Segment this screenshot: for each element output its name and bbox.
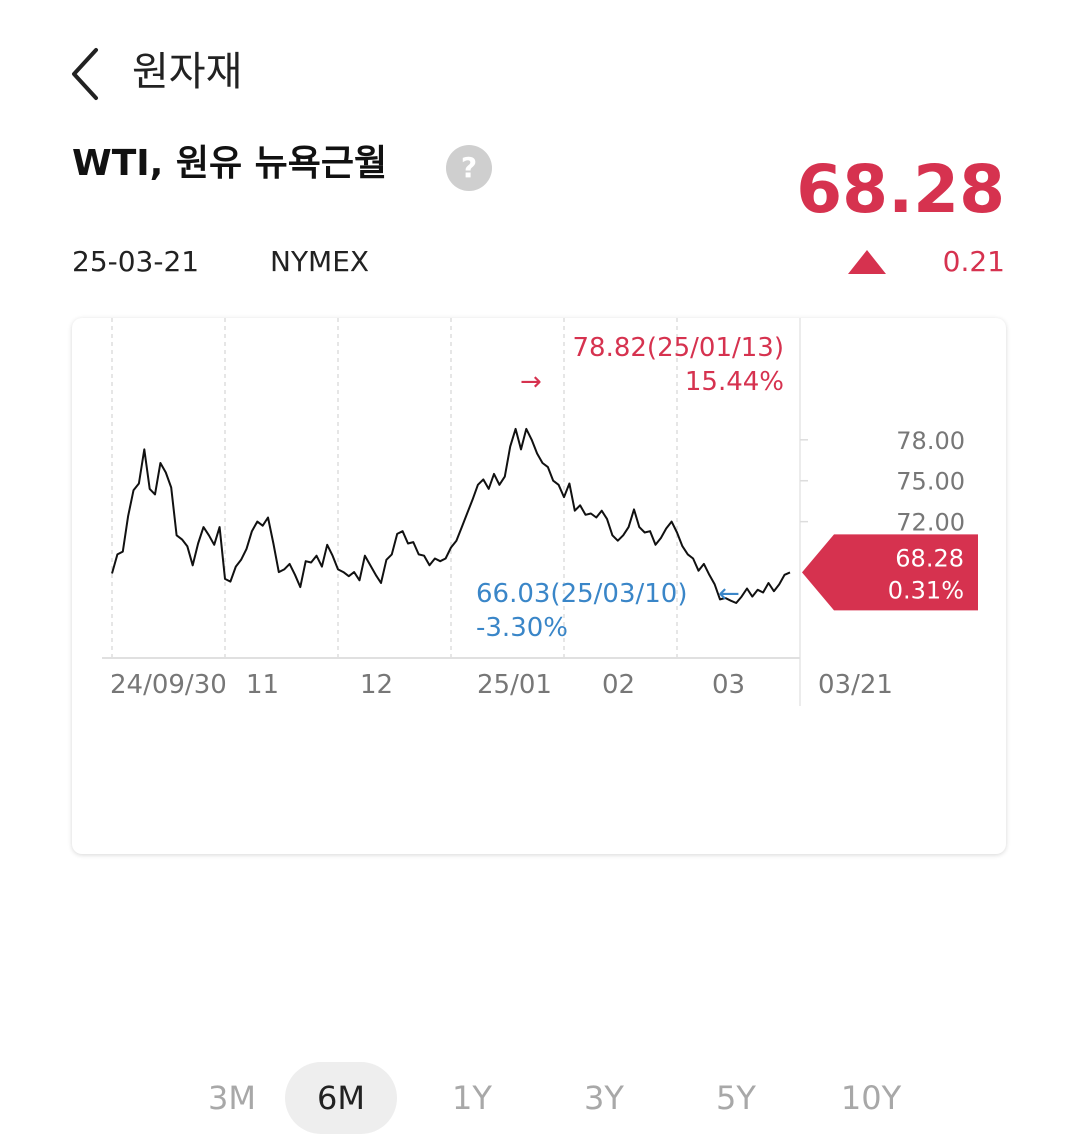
period-3m-button[interactable]: 3M	[208, 1079, 256, 1117]
period-6m-button[interactable]: 6M	[285, 1062, 397, 1134]
price-line	[111, 427, 791, 604]
chart-card: 78.00 75.00 72.00 24/09/30 11 12 25/01 02 03 03/2…	[72, 318, 1006, 1134]
x-tick-label: 12	[360, 670, 393, 700]
period-5y-button[interactable]: 5Y	[716, 1079, 756, 1117]
low-arrow-icon: ←	[718, 579, 740, 609]
y-tick-label: 75.00	[896, 468, 965, 496]
y-tick-label: 78.00	[896, 427, 965, 455]
quote-date: 25-03-21	[72, 245, 200, 278]
back-chevron-icon[interactable]	[62, 44, 110, 104]
current-price: 68.28	[796, 151, 1005, 228]
low-pct-label: -3.30%	[476, 613, 568, 643]
instrument-name: WTI, 원유 뉴욕근월	[72, 143, 388, 184]
current-price-tag	[802, 534, 978, 611]
x-tick-label: 03/21	[818, 670, 893, 700]
low-value-label: 66.03(25/03/10)	[476, 579, 688, 609]
period-3y-button[interactable]: 3Y	[584, 1079, 624, 1117]
price-change: 0.21	[942, 245, 1005, 278]
exchange-name: NYMEX	[270, 245, 370, 278]
x-tick-label: 11	[246, 670, 279, 700]
high-pct-label: 15.44%	[685, 367, 784, 397]
period-10y-button[interactable]: 10Y	[840, 1079, 902, 1117]
current-price-tag-pct: 0.31%	[888, 576, 964, 604]
high-value-label: 78.82(25/01/13)	[573, 333, 785, 363]
current-price-tag-value: 68.28	[895, 544, 964, 572]
price-chart[interactable]: 78.00 75.00 72.00 24/09/30 11 12 25/01 02 03 03/2…	[72, 318, 1006, 854]
x-tick-label: 24/09/30	[110, 670, 227, 700]
x-tick-label: 03	[712, 670, 745, 700]
help-icon[interactable]: ?	[446, 145, 492, 191]
period-1y-button[interactable]: 1Y	[452, 1079, 492, 1117]
page-title: 원자재	[132, 49, 243, 95]
high-arrow-icon: →	[520, 367, 542, 397]
y-tick-label: 72.00	[896, 509, 965, 537]
x-tick-label: 02	[602, 670, 635, 700]
triangle-up-icon	[848, 250, 886, 274]
x-tick-label: 25/01	[477, 670, 552, 700]
